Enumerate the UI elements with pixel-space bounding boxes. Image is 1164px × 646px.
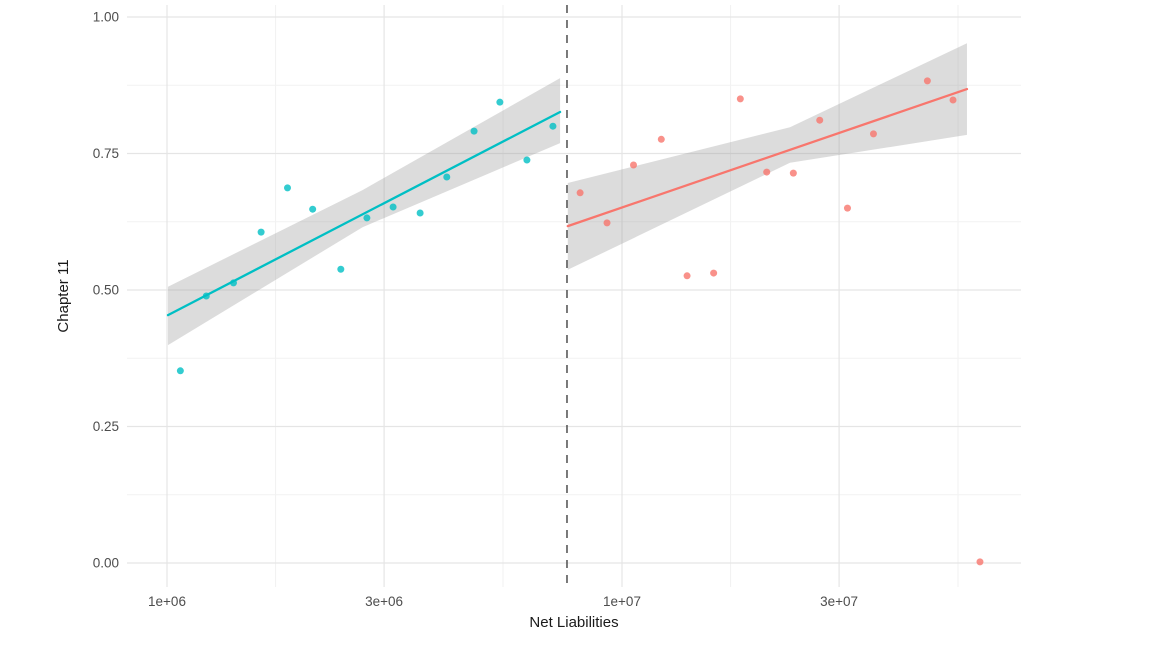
- data-point: [523, 156, 531, 164]
- data-point: [257, 228, 265, 236]
- data-point: [603, 219, 611, 227]
- x-tick-label: 1e+07: [603, 594, 641, 609]
- data-point: [789, 169, 797, 177]
- y-tick-label: 1.00: [93, 10, 119, 25]
- x-tick-label: 3e+07: [820, 594, 858, 609]
- data-point: [683, 272, 691, 280]
- data-point: [923, 77, 931, 85]
- y-tick-label: 0.50: [93, 283, 119, 298]
- y-tick-label: 0.25: [93, 419, 119, 434]
- data-point: [229, 279, 237, 287]
- data-point: [630, 161, 638, 169]
- x-axis-title: Net Liabilities: [529, 614, 618, 631]
- data-point: [549, 122, 557, 130]
- data-point: [736, 95, 744, 103]
- y-axis-tick-labels: 0.00 0.25 0.50 0.75 1.00: [93, 10, 119, 571]
- data-point: [710, 269, 718, 277]
- data-point: [202, 292, 210, 300]
- data-point: [443, 173, 451, 181]
- data-point: [416, 209, 424, 217]
- data-point: [976, 558, 984, 566]
- data-point: [949, 96, 957, 104]
- data-points: [176, 77, 984, 566]
- data-point: [496, 98, 504, 106]
- x-axis-tick-labels: 1e+06 3e+06 1e+07 3e+07: [148, 594, 858, 609]
- data-point: [363, 214, 371, 222]
- major-gridlines: [127, 5, 1021, 587]
- data-point: [309, 205, 317, 213]
- trend-line-below: [166, 110, 562, 317]
- data-point: [763, 168, 771, 176]
- data-point: [283, 184, 291, 192]
- data-point: [176, 367, 184, 375]
- x-tick-label: 1e+06: [148, 594, 186, 609]
- data-point: [816, 116, 824, 124]
- data-point: [843, 204, 851, 212]
- data-point: [470, 127, 478, 135]
- data-point: [337, 265, 345, 273]
- y-tick-label: 0.75: [93, 146, 119, 161]
- y-tick-label: 0.00: [93, 556, 119, 571]
- confidence-bands: [167, 43, 967, 346]
- trend-line-above: [566, 87, 969, 228]
- data-point: [869, 130, 877, 138]
- y-axis-title: Chapter 11: [55, 259, 72, 332]
- data-point: [657, 135, 665, 143]
- x-tick-label: 3e+06: [365, 594, 403, 609]
- data-point: [389, 203, 397, 211]
- data-point: [576, 189, 584, 197]
- confidence-band-below: [167, 78, 561, 346]
